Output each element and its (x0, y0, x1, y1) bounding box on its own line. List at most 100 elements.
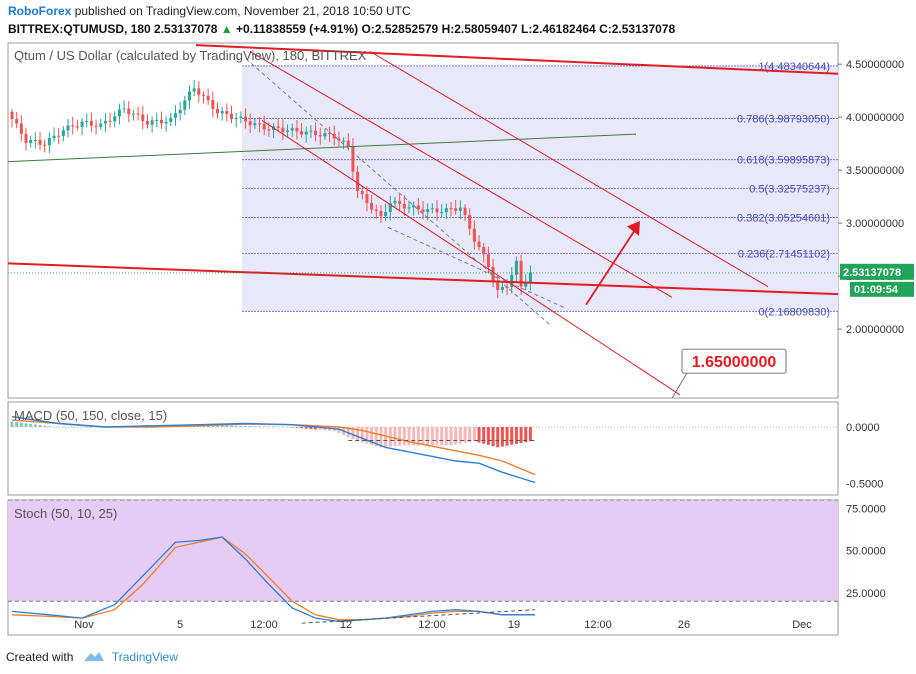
macd-histogram-bar (472, 426, 476, 442)
candle-body (388, 203, 392, 212)
price-tick-label: 4.50000000 (846, 59, 904, 71)
macd-histogram-bar (318, 426, 322, 430)
fib-level-label: 0.5(3.32575237) (749, 184, 830, 196)
macd-pane-frame (7, 401, 839, 496)
macd-histogram-bar (248, 426, 252, 427)
macd-histogram-bar (19, 422, 23, 427)
candle-body (211, 100, 215, 109)
macd-histogram-bar (33, 424, 37, 427)
macd-histogram-bar (486, 426, 490, 445)
footer: Created with TradingView (6, 650, 178, 665)
candle-body (374, 209, 378, 211)
candle-body (183, 100, 187, 110)
macd-histogram-bar (57, 426, 61, 428)
candle-body (468, 215, 472, 229)
publish-info: published on TradingView.com, November 2… (74, 4, 411, 18)
forecast-arrow-icon (627, 221, 640, 236)
candle-body (528, 272, 532, 283)
macd-histogram-bar (412, 426, 416, 446)
candle-body (384, 211, 388, 216)
stoch-k-line (11, 536, 536, 623)
candle-body (323, 133, 327, 137)
macd-histogram-bar (477, 426, 481, 443)
brand-name: RoboForex (8, 4, 72, 18)
candle-body (85, 120, 89, 122)
candle-body (155, 119, 159, 121)
candle-body (524, 282, 528, 287)
time-tick-label: 19 (508, 619, 520, 631)
low-label: L: (520, 22, 533, 36)
candle-body (127, 108, 131, 115)
candle-body (89, 120, 93, 126)
time-tick-label: 5 (177, 619, 183, 631)
candle-body (178, 109, 182, 114)
macd-tick-label: 0.0000 (846, 422, 880, 434)
macd-histogram-bar (258, 426, 262, 427)
candle-body (398, 200, 402, 204)
macd-histogram-bar (374, 426, 378, 447)
macd-histogram-bar (85, 426, 89, 428)
candle-body (258, 123, 262, 125)
candle-body (440, 212, 444, 214)
candle-body (108, 120, 112, 122)
candle-body (248, 121, 252, 126)
candle-body (225, 111, 229, 114)
candle-body (346, 140, 350, 147)
candle-body (300, 131, 304, 135)
macd-histogram-bar (323, 426, 327, 431)
macd-histogram-bar (244, 426, 248, 427)
candle-body (117, 109, 121, 117)
candle-body (38, 139, 42, 145)
macd-histogram-bar (262, 426, 266, 427)
last-price-badge-label: 2.53137078 (843, 267, 901, 279)
horizontal-support-line (7, 262, 839, 296)
candle-body (19, 123, 23, 135)
candle-body (449, 208, 453, 210)
last-price: 2.53137078 (154, 22, 218, 36)
fib-level-label: 0.236(2.71451102) (738, 248, 830, 260)
macd-histogram-bar (75, 426, 79, 428)
tradingview-link[interactable]: TradingView (111, 650, 178, 664)
candle-body (477, 241, 481, 247)
dashed-guide-2 (387, 226, 566, 309)
candle-body (309, 130, 313, 132)
candle-body (458, 207, 462, 211)
candle-body (150, 120, 154, 125)
candle-body (47, 137, 51, 146)
candle-body (253, 123, 257, 126)
macd-histogram-bar (421, 426, 425, 446)
time-tick-label: Nov (74, 619, 94, 631)
candle-body (33, 139, 37, 141)
candle-body (52, 135, 56, 138)
stoch-tick-label: 75.0000 (846, 503, 886, 515)
fib-level-label: 0.618(3.59895873) (737, 155, 830, 167)
candle-body (491, 267, 495, 281)
fib-level-label: 0.382(3.05254601) (737, 213, 830, 225)
candle-body (145, 120, 149, 125)
fib-level-label: 1(4.48340644) (758, 61, 830, 73)
macd-histogram-bar (239, 425, 243, 427)
macd-histogram-bar (463, 426, 467, 443)
macd-histogram-bar (435, 426, 439, 446)
candle-body (430, 208, 434, 210)
candle-body (402, 203, 406, 209)
macd-histogram-bar (10, 421, 14, 427)
candle-body (290, 127, 294, 131)
candle-body (435, 208, 439, 213)
channel-line-1 (249, 51, 673, 298)
candle-body (351, 146, 355, 172)
macd-histogram-bar (440, 426, 444, 446)
low-value: 2.46182464 (532, 22, 596, 36)
macd-histogram-bar (500, 426, 504, 447)
macd-histogram-bar (351, 426, 355, 440)
candle-body (360, 190, 364, 195)
candle-body (314, 130, 318, 136)
chart-area[interactable]: 1(4.48340644) 0.786(3.98793050) 0.618(3.59… (0, 38, 916, 638)
target-callout-box (681, 348, 787, 374)
macd-histogram-bar (379, 426, 383, 448)
macd-histogram-bar (458, 426, 462, 444)
macd-histogram-bar (304, 426, 308, 429)
macd-histogram-bar (491, 426, 495, 447)
macd-histogram-bar (281, 426, 285, 428)
candle-body (482, 246, 486, 255)
